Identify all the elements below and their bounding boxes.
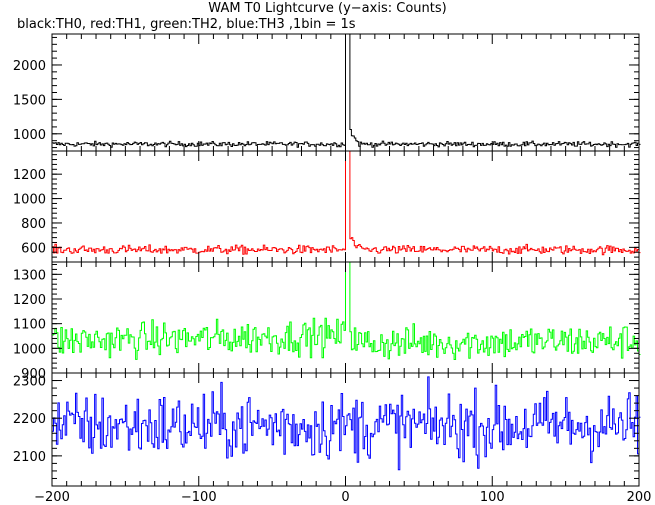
series-line-panel-4 (52, 376, 641, 471)
series-line-panel-1 (52, 33, 641, 148)
x-tick-label: −100 (181, 490, 217, 505)
y-tick-label: 800 (21, 217, 46, 232)
y-tick-label: 1000 (13, 128, 46, 143)
x-tick-label: 200 (627, 490, 652, 505)
y-tick-label: 1200 (13, 293, 46, 308)
y-tick-label: 1000 (13, 193, 46, 208)
y-tick-label: 1100 (13, 318, 46, 333)
x-tick-label: 0 (341, 490, 349, 505)
chart-title: WAM T0 Lightcurve (y−axis: Counts) (208, 1, 447, 16)
y-tick-label: 1000 (13, 342, 46, 357)
y-tick-label: 900 (21, 367, 46, 382)
y-tick-label: 1200 (13, 168, 46, 183)
chart-subtitle: black:TH0, red:TH1, green:TH2, blue:TH3 … (17, 17, 356, 32)
y-tick-label: 2000 (13, 59, 46, 74)
x-tick-label: 100 (480, 490, 505, 505)
series-line-panel-3 (52, 261, 641, 360)
y-tick-label: 2300 (13, 375, 46, 390)
y-tick-label: 2200 (13, 412, 46, 427)
y-tick-label: 600 (21, 241, 46, 256)
x-tick-label: −200 (34, 490, 70, 505)
y-tick-label: 2100 (13, 450, 46, 465)
y-tick-label: 1300 (13, 268, 46, 283)
series-line-panel-2 (52, 150, 641, 256)
y-tick-label: 1500 (13, 93, 46, 108)
